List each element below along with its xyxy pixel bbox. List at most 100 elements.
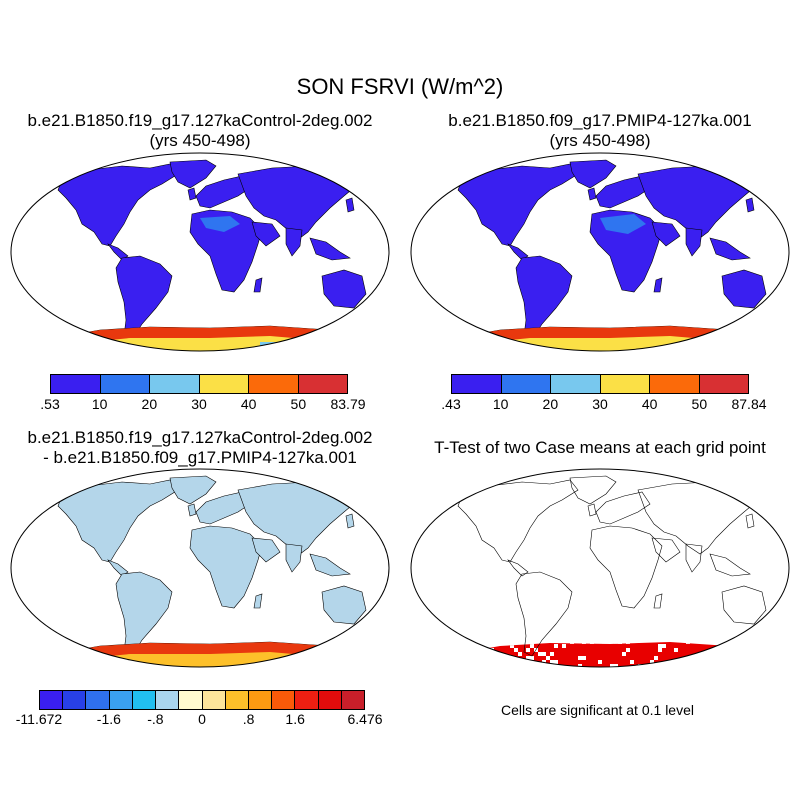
- difference-cell: [330, 643, 335, 648]
- nonsignificant-cell: [650, 560, 654, 564]
- nonsignificant-cell: [702, 632, 706, 636]
- difference-cell: [15, 638, 20, 643]
- nonsignificant-cell: [734, 512, 738, 516]
- difference-cell: [185, 523, 190, 528]
- nonsignificant-cell: [766, 588, 770, 592]
- nonsignificant-cell: [722, 660, 726, 664]
- nonsignificant-cell: [450, 476, 454, 480]
- nonsignificant-cell: [590, 640, 594, 644]
- nonsignificant-cell: [586, 596, 590, 600]
- difference-cell: [160, 553, 165, 558]
- nonsignificant-cell: [538, 652, 542, 656]
- difference-cell: [10, 543, 15, 548]
- difference-cell: [385, 503, 390, 508]
- nonsignificant-cell: [750, 660, 754, 664]
- nonsignificant-cell: [734, 604, 738, 608]
- nonsignificant-cell: [578, 588, 582, 592]
- nonsignificant-cell: [414, 660, 418, 664]
- difference-cell: [75, 608, 80, 613]
- nonsignificant-cell: [554, 508, 558, 512]
- nonsignificant-cell: [562, 472, 566, 476]
- nonsignificant-cell: [546, 548, 550, 552]
- nonsignificant-cell: [546, 520, 550, 524]
- nonsignificant-cell: [694, 488, 698, 492]
- nonsignificant-cell: [582, 640, 586, 644]
- nonsignificant-cell: [602, 640, 606, 644]
- difference-cell: [340, 648, 345, 653]
- nonsignificant-cell: [666, 528, 670, 532]
- nonsignificant-cell: [782, 492, 786, 496]
- difference-cell: [250, 593, 255, 598]
- difference-cell: [310, 598, 315, 603]
- difference-cell: [65, 583, 70, 588]
- difference-cell: [305, 623, 310, 628]
- difference-cell: [365, 618, 366, 623]
- nonsignificant-cell: [634, 612, 638, 616]
- difference-cell: [65, 478, 70, 483]
- nonsignificant-cell: [474, 620, 478, 624]
- difference-cell: [285, 623, 290, 628]
- difference-cell: [305, 598, 310, 603]
- nonsignificant-cell: [546, 540, 550, 544]
- difference-cell: [10, 638, 15, 643]
- difference-cell: [280, 568, 285, 573]
- difference-cell: [60, 608, 65, 613]
- difference-cell: [140, 528, 145, 533]
- difference-cell: [95, 468, 100, 473]
- nonsignificant-cell: [674, 572, 678, 576]
- nonsignificant-cell: [550, 476, 554, 480]
- cb2-swatch: [501, 375, 551, 393]
- difference-cell: [345, 538, 350, 543]
- difference-cell: [70, 628, 75, 633]
- nonsignificant-cell: [482, 592, 486, 596]
- nonsignificant-cell: [698, 492, 702, 496]
- difference-cell: [155, 503, 160, 508]
- difference-cell: [25, 483, 30, 488]
- nonsignificant-cell: [450, 664, 454, 668]
- difference-cell: [25, 633, 30, 638]
- nonsignificant-cell: [638, 536, 642, 540]
- nonsignificant-cell: [626, 540, 630, 544]
- difference-cell: [195, 598, 200, 603]
- difference-cell: [285, 568, 290, 573]
- nonsignificant-cell: [758, 476, 762, 480]
- cb3-swatch: [156, 691, 180, 709]
- nonsignificant-cell: [614, 484, 618, 488]
- nonsignificant-cell: [606, 528, 610, 532]
- nonsignificant-cell: [654, 512, 658, 516]
- nonsignificant-cell: [438, 492, 442, 496]
- difference-cell: [175, 583, 180, 588]
- nonsignificant-cell: [786, 604, 790, 608]
- difference-cell: [245, 638, 250, 643]
- nonsignificant-cell: [418, 476, 422, 480]
- difference-cell: [250, 633, 255, 638]
- nonsignificant-cell: [546, 548, 550, 552]
- nonsignificant-cell: [702, 628, 706, 632]
- difference-cell: [245, 478, 250, 483]
- nonsignificant-cell: [742, 636, 746, 640]
- nonsignificant-cell: [526, 576, 530, 580]
- nonsignificant-cell: [626, 540, 630, 544]
- difference-cell: [330, 548, 335, 553]
- difference-cell: [365, 598, 366, 603]
- difference-cell: [245, 598, 250, 603]
- difference-cell: [335, 638, 340, 643]
- difference-cell: [355, 468, 360, 473]
- difference-cell: [185, 563, 190, 568]
- difference-cell: [58, 508, 60, 513]
- difference-cell: [265, 603, 270, 608]
- difference-cell: [95, 608, 100, 613]
- cb2-tick-label: 40: [641, 396, 658, 412]
- nonsignificant-cell: [442, 488, 446, 492]
- difference-cell: [275, 578, 280, 583]
- nonsignificant-cell: [774, 472, 778, 476]
- difference-cell: [40, 483, 45, 488]
- nonsignificant-cell: [502, 472, 506, 476]
- nonsignificant-cell: [474, 564, 478, 568]
- difference-cell: [255, 573, 260, 578]
- cb1-swatch: [100, 375, 150, 393]
- nonsignificant-cell: [458, 576, 462, 580]
- difference-cell: [315, 483, 320, 488]
- difference-cell: [355, 573, 360, 578]
- nonsignificant-cell: [434, 660, 438, 664]
